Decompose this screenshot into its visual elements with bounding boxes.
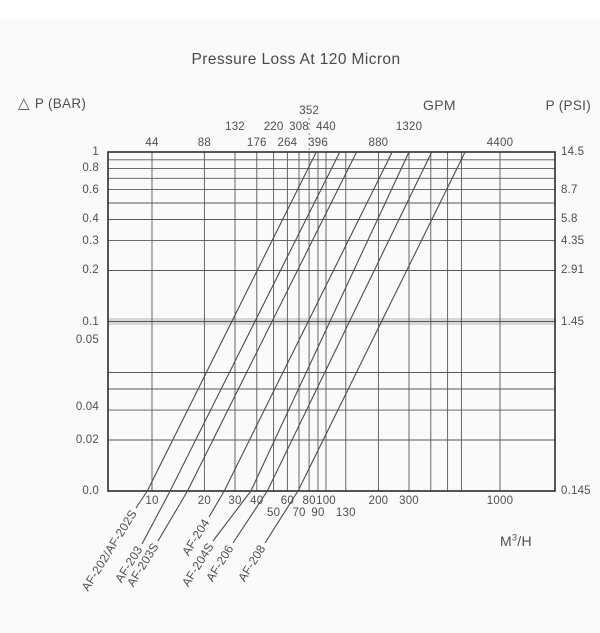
- bottom-tick-label-20: 20: [197, 495, 211, 507]
- bottom-axis-unit-label: M3/H: [500, 533, 532, 549]
- right-tick-label-8.7: 8.7: [561, 183, 578, 196]
- bottom-tick-label-80: 80: [302, 495, 316, 507]
- left-axis-unit-label: △ P (BAR): [18, 94, 86, 112]
- top-tick-label-440: 440: [316, 121, 336, 133]
- top-tick-label-264: 264: [277, 137, 298, 149]
- delta-icon: △: [18, 95, 30, 112]
- bottom-tick-label-10: 10: [145, 495, 159, 507]
- left-tick-label-1: 1: [92, 146, 99, 158]
- bottom-tick-label-300: 300: [399, 495, 419, 507]
- right-tick-label-2.91: 2.91: [561, 264, 585, 277]
- left-tick-label-0.02: 0.02: [75, 433, 99, 446]
- left-axis-unit-text: P (BAR): [34, 96, 87, 111]
- top-tick-label-308: 308: [289, 121, 309, 133]
- top-tick-label-4400: 4400: [486, 137, 514, 149]
- series-label-af-208: AF-208: [235, 542, 269, 585]
- left-tick-label-0.3: 0.3: [82, 234, 99, 247]
- left-tick-label-0.1: 0.1: [82, 315, 99, 328]
- bottom-tick-label-50: 50: [267, 507, 281, 519]
- top-tick-label-396: 396: [308, 137, 328, 149]
- bottom-tick-label-30: 30: [228, 495, 242, 507]
- top-tick-label-352: 352: [299, 105, 320, 117]
- curve-af-204s: [212, 151, 410, 542]
- left-tick-label-0.6: 0.6: [82, 183, 99, 196]
- top-tick-label-176: 176: [246, 137, 267, 149]
- curve-af-206: [232, 151, 433, 544]
- bottom-tick-label-40: 40: [250, 495, 264, 507]
- m3h-sup: 3: [511, 532, 518, 543]
- left-tick-label-0.4: 0.4: [82, 213, 99, 226]
- top-axis-unit-label: GPM: [423, 97, 456, 113]
- left-tick-label-0.0: 0.0: [82, 485, 99, 497]
- curve-af-203: [141, 151, 341, 545]
- plot-border: [107, 151, 556, 492]
- curve-af-202-af-202s: [135, 151, 317, 509]
- curve-af-204: [208, 151, 393, 518]
- top-tick-label-880: 880: [368, 137, 389, 149]
- left-tick-label-0.8: 0.8: [82, 162, 99, 175]
- right-tick-label-4.35: 4.35: [561, 234, 585, 247]
- bottom-tick-label-90: 90: [311, 507, 325, 519]
- m3h-rest: /H: [517, 533, 532, 549]
- right-axis-unit-label: P (PSI): [545, 98, 591, 113]
- top-tick-label-220: 220: [263, 121, 284, 133]
- right-tick-label-0.145: 0.145: [561, 485, 591, 497]
- bottom-tick-label-60: 60: [280, 495, 294, 507]
- right-tick-label-1.45: 1.45: [561, 315, 585, 328]
- top-tick-label-88: 88: [197, 137, 211, 149]
- top-tick-label-44: 44: [145, 137, 159, 149]
- chart-title: Pressure Loss At 120 Micron: [191, 51, 401, 68]
- left-tick-label-0.2: 0.2: [82, 264, 99, 277]
- left-tick-label-0.04: 0.04: [75, 401, 99, 413]
- m3h-m: M: [500, 533, 512, 549]
- bottom-tick-label-130: 130: [335, 507, 356, 519]
- right-tick-label-5.8: 5.8: [561, 213, 578, 226]
- bottom-tick-label-100: 100: [316, 495, 336, 507]
- curve-af-203s: [157, 151, 358, 542]
- bottom-tick-label-200: 200: [368, 495, 389, 507]
- right-tick-label-14.5: 14.5: [561, 146, 585, 158]
- curve-af-208: [264, 151, 466, 544]
- top-tick-label-1320: 1320: [395, 121, 423, 133]
- left-tick-label-0.05: 0.05: [75, 334, 99, 346]
- top-tick-label-132: 132: [225, 121, 245, 133]
- bottom-tick-label-1000: 1000: [486, 495, 514, 507]
- bottom-tick-label-70: 70: [292, 507, 306, 519]
